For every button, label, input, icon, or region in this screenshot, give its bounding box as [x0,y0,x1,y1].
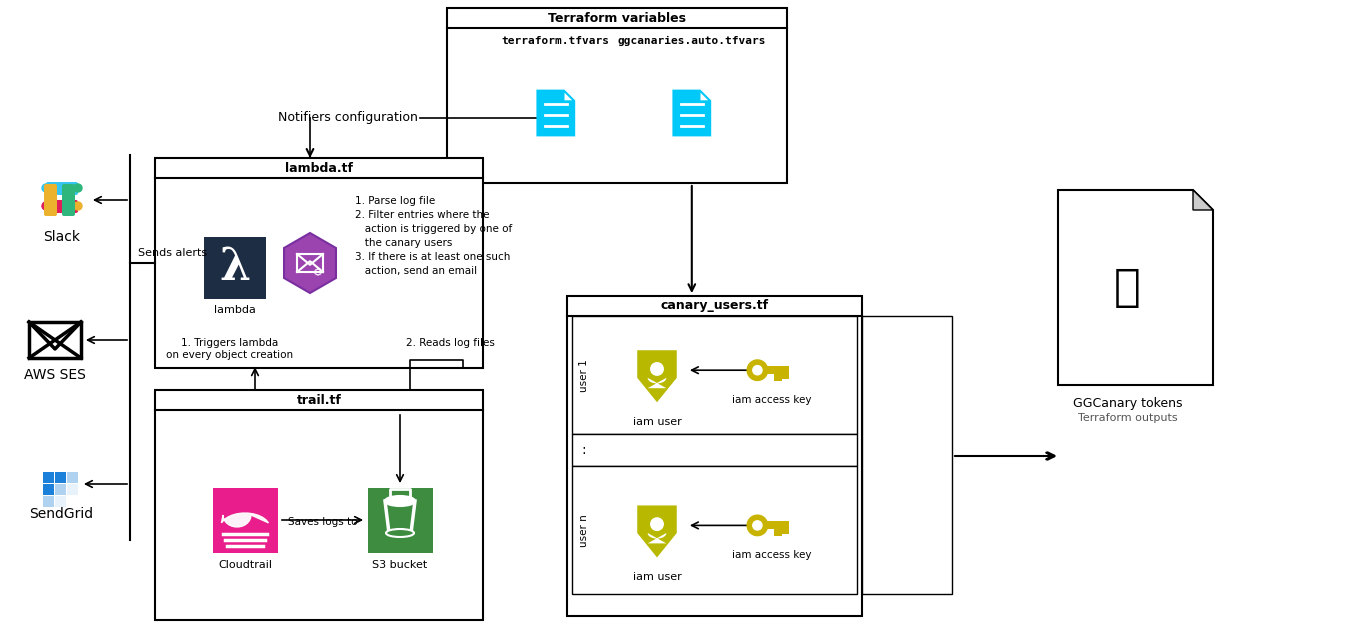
Bar [862,316,952,594]
Bar [571,466,857,594]
Polygon shape [222,513,269,527]
Text: ggcanaries.auto.tfvars: ggcanaries.auto.tfvars [617,36,766,46]
Circle shape [651,363,663,375]
Text: 1. Parse log file
2. Filter entries where the
   action is triggered by one of
 : 1. Parse log file 2. Filter entries wher… [355,196,512,276]
FancyBboxPatch shape [46,182,78,195]
Bar [28,322,81,358]
Text: :: : [582,444,586,457]
Polygon shape [674,91,709,135]
Polygon shape [647,377,666,388]
Text: GGCanary tokens: GGCanary tokens [1073,397,1182,410]
Bar [43,472,54,483]
Bar [55,472,66,483]
Polygon shape [647,533,666,543]
Text: Notifiers configuration: Notifiers configuration [278,112,417,125]
Circle shape [74,202,82,210]
Bar [43,496,54,507]
Circle shape [753,521,762,530]
Bar [447,8,788,183]
FancyBboxPatch shape [46,200,78,213]
Text: iam access key: iam access key [732,395,812,405]
Text: Terraform outputs: Terraform outputs [1078,413,1177,423]
Text: lambda: lambda [213,305,255,315]
Text: Saves logs to: Saves logs to [288,517,357,527]
Bar [297,254,323,272]
Text: 1. Triggers lambda
on every object creation: 1. Triggers lambda on every object creat… [166,338,293,360]
Polygon shape [538,91,574,135]
Text: ⚙: ⚙ [313,268,323,278]
FancyBboxPatch shape [62,184,76,216]
Text: 2. Reads log files: 2. Reads log files [407,338,494,348]
Polygon shape [1058,190,1213,385]
Text: trail.tf: trail.tf [297,394,342,406]
Bar [213,488,278,553]
Bar [204,237,266,299]
Circle shape [74,184,82,192]
Bar [155,390,484,620]
Bar [55,496,66,507]
Polygon shape [563,91,574,101]
Bar [55,484,66,495]
Bar [567,296,862,616]
Text: user 1: user 1 [580,359,589,392]
Polygon shape [1193,190,1213,210]
Text: iam access key: iam access key [732,550,812,560]
Circle shape [42,184,50,192]
Text: lambda.tf: lambda.tf [285,162,353,175]
Bar [367,488,434,553]
Text: canary_users.tf: canary_users.tf [661,300,769,313]
Bar [155,158,484,368]
Bar [68,484,78,495]
Text: λ: λ [219,247,251,290]
Circle shape [747,360,767,381]
Text: AWS SES: AWS SES [24,368,86,382]
Polygon shape [638,351,677,403]
Text: Slack: Slack [43,230,81,244]
Circle shape [753,365,762,375]
Text: iam user: iam user [632,573,681,582]
Text: Sends alerts: Sends alerts [138,248,207,258]
Circle shape [42,202,50,210]
Text: terraform.tfvars: terraform.tfvars [501,36,609,46]
Bar [571,316,857,435]
Bar [68,472,78,483]
Text: user n: user n [580,514,589,547]
FancyBboxPatch shape [45,184,57,216]
Circle shape [651,518,663,530]
Text: 🐤: 🐤 [1115,266,1140,309]
Text: Terraform variables: Terraform variables [549,12,686,24]
Bar [571,435,857,466]
Polygon shape [700,91,709,101]
Polygon shape [638,505,677,557]
Ellipse shape [385,496,415,506]
Text: iam user: iam user [632,417,681,427]
Text: SendGrid: SendGrid [28,507,93,521]
Circle shape [747,515,767,535]
Text: S3 bucket: S3 bucket [373,560,428,570]
Ellipse shape [386,529,413,537]
Text: Cloudtrail: Cloudtrail [218,560,272,570]
Bar [43,484,54,495]
